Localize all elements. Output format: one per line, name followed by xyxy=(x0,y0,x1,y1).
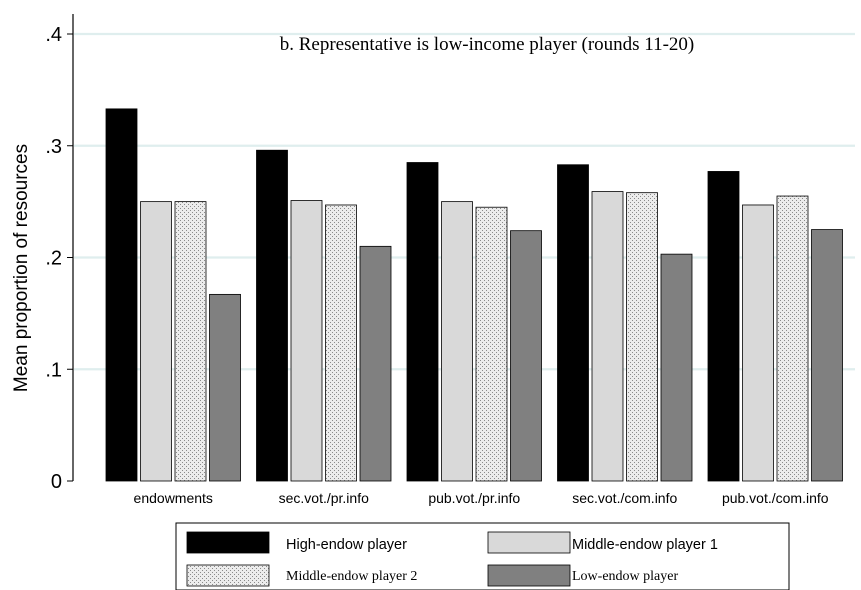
category-label: pub.vot./pr.info xyxy=(428,490,520,506)
y-axis-ticks: 0 .1 .2 .3 .4 xyxy=(45,24,73,493)
category-label: endowments xyxy=(134,490,213,506)
y-tick-label: .4 xyxy=(45,24,62,46)
bar xyxy=(174,201,207,482)
bar xyxy=(441,201,473,482)
bar xyxy=(475,206,508,482)
bar xyxy=(660,253,693,482)
bar xyxy=(359,245,392,482)
legend-box xyxy=(175,522,790,590)
bar xyxy=(290,200,323,482)
y-tick-label: 0 xyxy=(51,471,62,493)
category-label: sec.vot./pr.info xyxy=(279,490,369,506)
bar xyxy=(105,108,138,482)
y-tick-label: .1 xyxy=(45,359,62,381)
bar xyxy=(742,204,774,482)
bar xyxy=(557,164,589,482)
bar xyxy=(811,229,843,482)
legend-swatch xyxy=(186,564,270,587)
bar xyxy=(209,293,241,482)
bar xyxy=(140,201,172,482)
legend-label: High-endow player xyxy=(286,537,407,553)
legend-swatch xyxy=(487,531,571,554)
y-tick-label: .2 xyxy=(45,248,62,270)
bar xyxy=(707,171,740,482)
bar xyxy=(776,195,809,482)
legend-label: Middle-endow player 1 xyxy=(572,537,718,553)
y-tick-label: .3 xyxy=(45,136,62,158)
y-axis-label: Mean proportion of resources xyxy=(11,144,32,392)
category-label: pub.vot./com.info xyxy=(722,490,829,506)
bar xyxy=(626,192,658,482)
category-label: sec.vot./com.info xyxy=(572,490,677,506)
bar xyxy=(406,162,439,482)
bars xyxy=(105,108,843,482)
category-labels: endowments sec.vot./pr.info pub.vot./pr.in… xyxy=(134,490,829,506)
legend-label: Low-endow player xyxy=(572,569,678,584)
legend-label: Middle-endow player 2 xyxy=(286,569,417,584)
bar xyxy=(510,230,542,482)
legend-swatch xyxy=(487,564,571,587)
bar xyxy=(256,149,288,482)
bar xyxy=(325,204,357,482)
legend-swatch xyxy=(186,531,270,554)
chart-title: b. Representative is low-income player (… xyxy=(280,34,695,55)
legend: High-endow player Middle-endow player 1 Mi… xyxy=(175,522,790,590)
bar xyxy=(591,191,624,482)
